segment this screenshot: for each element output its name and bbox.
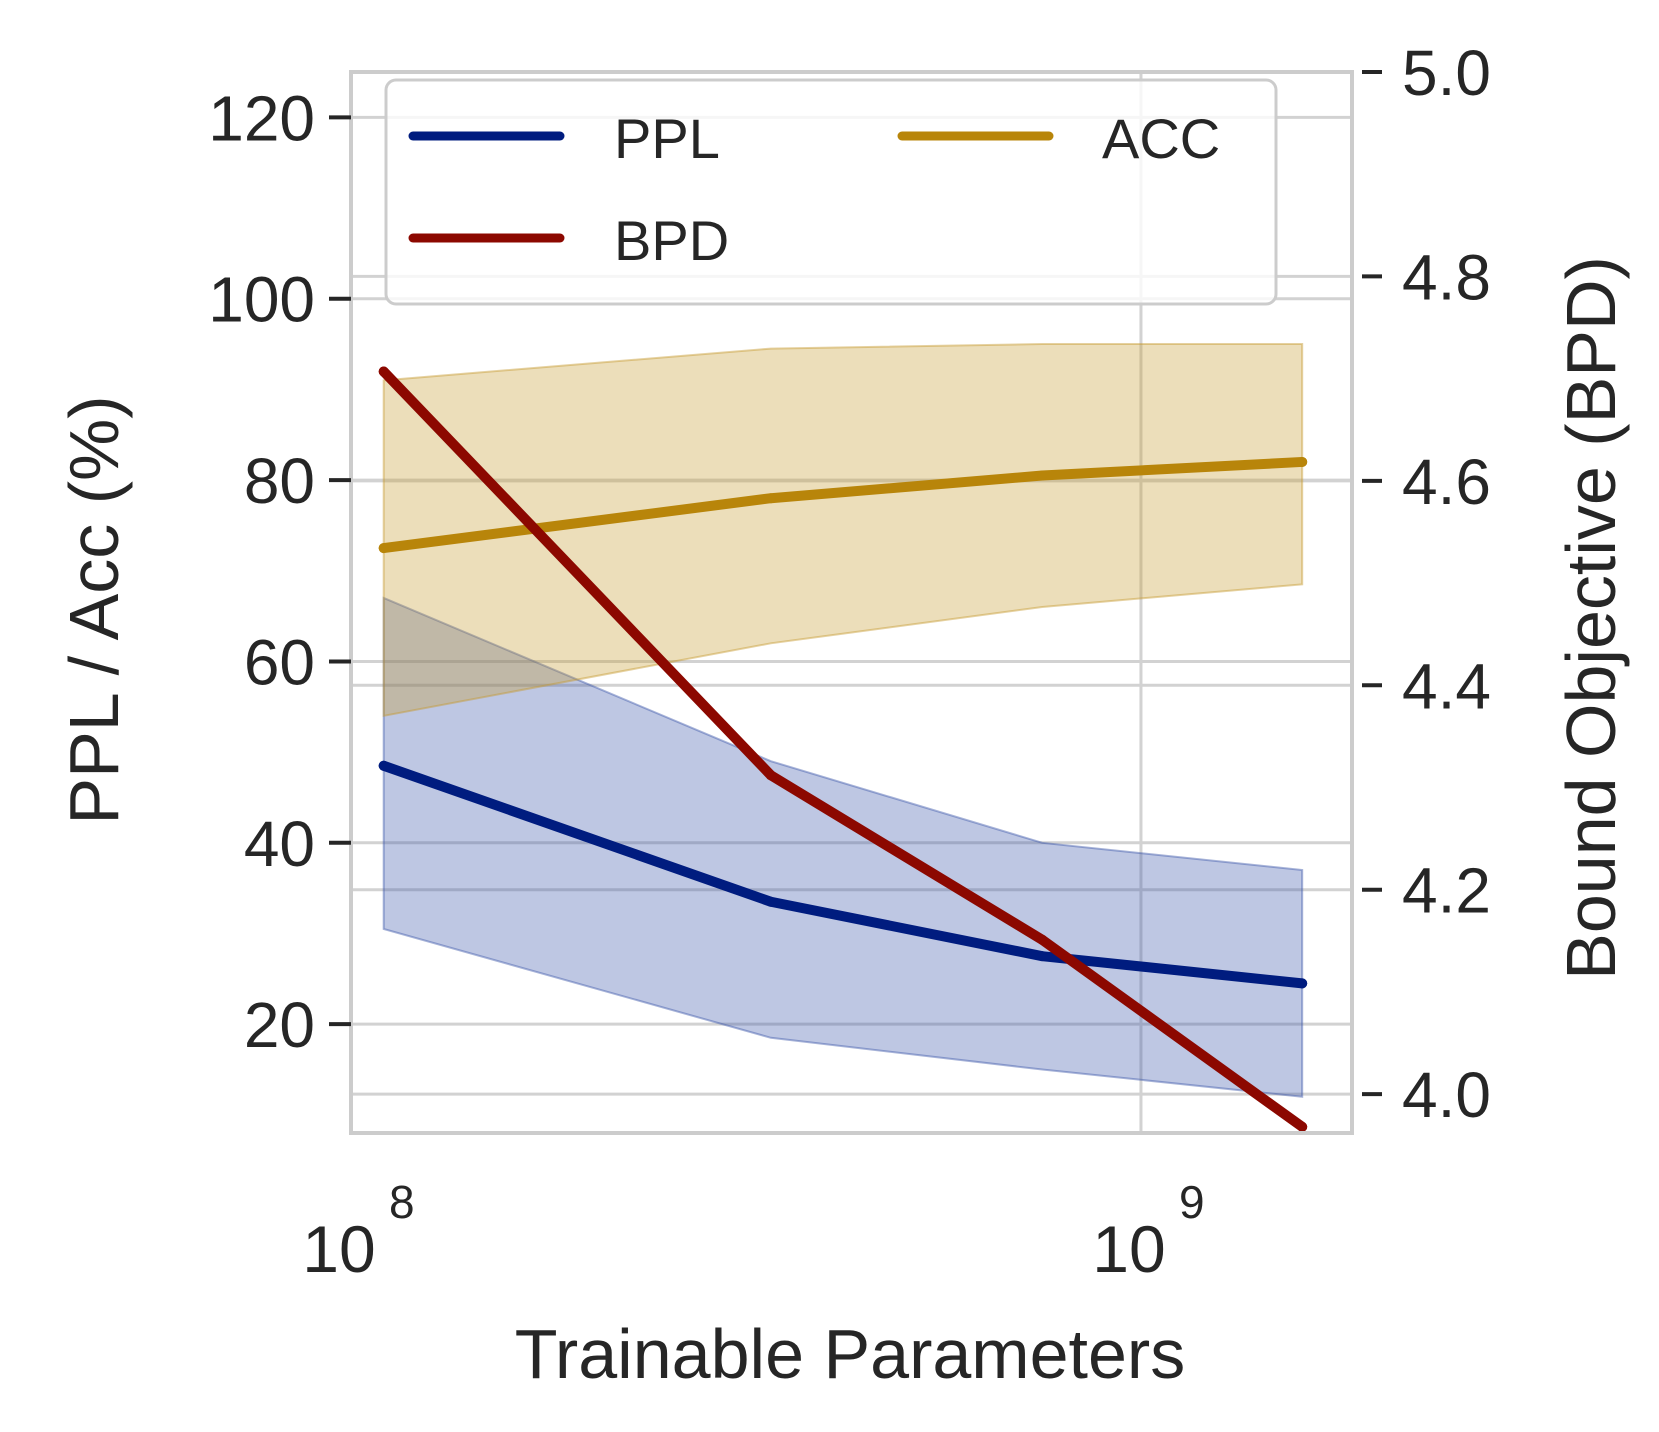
- line-layer: [378, 366, 1308, 1132]
- data-point-acc-0: [378, 543, 389, 554]
- data-point-ppl-3: [1297, 978, 1308, 989]
- x-tick-label-1e8: 10: [302, 1212, 375, 1286]
- data-point-bpd-2: [1037, 934, 1048, 945]
- plot-frame: [349, 70, 1354, 1135]
- y-left-tick-label-40: 40: [244, 808, 315, 880]
- data-point-bpd-1: [765, 770, 776, 781]
- x-axis-title: Trainable Parameters: [515, 1315, 1185, 1393]
- legend: PPL ACC BPD: [384, 78, 1278, 306]
- y-left-tick-label-20: 20: [244, 989, 315, 1061]
- legend-label-ppl: PPL: [614, 107, 720, 170]
- x-tick-label-1e9: 10: [1092, 1212, 1165, 1286]
- spine-layer: [349, 70, 1354, 1135]
- y-right-tick-label-4.2: 4.2: [1402, 855, 1491, 927]
- y-axis-right-title: Bound Objective (BPD): [1552, 256, 1630, 980]
- data-point-ppl-2: [1037, 951, 1048, 962]
- data-point-acc-2: [1037, 470, 1048, 481]
- legend-label-bpd: BPD: [614, 209, 729, 272]
- x-tick-exponent-1e9: 9: [1179, 1176, 1205, 1228]
- x-tick-exponent-1e8: 8: [389, 1176, 415, 1228]
- y-right-tick-label-5.0: 5.0: [1402, 37, 1491, 109]
- band-ppl: [382, 596, 1304, 1098]
- y-left-tick-label-100: 100: [208, 264, 315, 336]
- y-left-tick-label-60: 60: [244, 626, 315, 698]
- y-axis-left-title: PPL / Acc (%): [55, 395, 133, 824]
- data-point-acc-3: [1297, 456, 1308, 467]
- tick-layer: 20 40 60 80 100 120 4.0 4.2 4.4 4.6 4.8 5.0 10 8 10 9: [208, 37, 1491, 1286]
- series-line-bpd: [378, 366, 1308, 1132]
- legend-label-acc: ACC: [1102, 107, 1220, 170]
- data-point-ppl-1: [765, 896, 776, 907]
- band-acc: [382, 343, 1304, 718]
- y-right-tick-label-4.6: 4.6: [1402, 446, 1491, 518]
- series-line-acc: [378, 456, 1308, 554]
- y-right-tick-label-4.4: 4.4: [1402, 650, 1491, 722]
- data-point-bpd-3: [1297, 1121, 1308, 1132]
- y-left-tick-label-120: 120: [208, 82, 315, 154]
- y-left-tick-label-80: 80: [244, 445, 315, 517]
- data-point-ppl-0: [378, 760, 389, 771]
- series-line-ppl: [378, 760, 1308, 989]
- y-right-tick-label-4.0: 4.0: [1402, 1059, 1491, 1131]
- data-point-acc-1: [765, 493, 776, 504]
- y-right-tick-label-4.8: 4.8: [1402, 241, 1491, 313]
- band-layer: [382, 343, 1304, 1098]
- data-point-bpd-0: [378, 366, 389, 377]
